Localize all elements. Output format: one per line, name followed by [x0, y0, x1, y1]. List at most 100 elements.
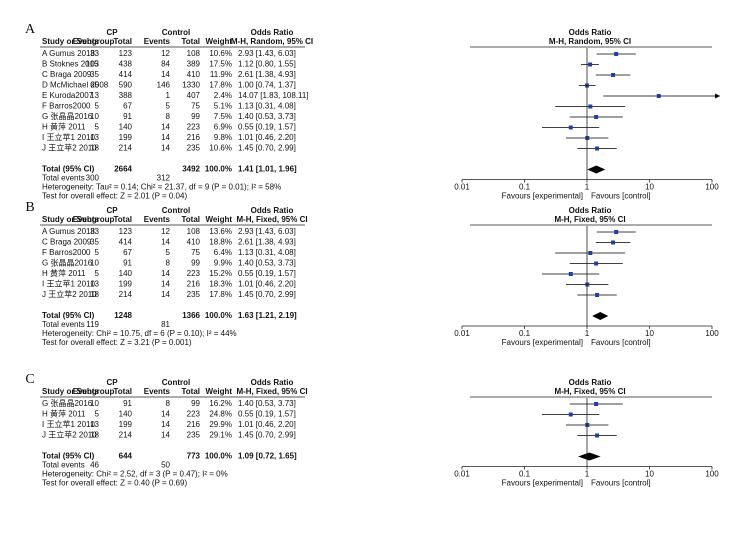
cell: 216: [187, 280, 201, 289]
cell: 14: [161, 269, 170, 278]
cell: 99: [191, 399, 200, 408]
cell: 119: [86, 320, 99, 329]
cell: 50: [161, 461, 170, 470]
estimate-square: [568, 412, 573, 417]
column-group: Odds Ratio: [251, 206, 294, 215]
total-diamond: [587, 165, 606, 174]
cell: 7.5%: [214, 112, 232, 121]
favours-label: Favours [control]: [591, 338, 651, 347]
study-name: G 张晶晶2016: [42, 112, 93, 121]
cell: 24.8%: [209, 410, 232, 419]
total-events-label: Total events: [42, 320, 85, 329]
total-cell: 100.0%: [205, 311, 232, 320]
cell: 14: [161, 238, 170, 247]
cell: 13.6%: [209, 227, 232, 236]
estimate-square: [568, 272, 573, 276]
ci-arrow: [715, 93, 720, 99]
study-name: H 黄萍 2011: [42, 122, 86, 132]
cell: 123: [119, 227, 133, 236]
column-group: Odds Ratio: [569, 28, 612, 37]
cell: 389: [187, 60, 201, 69]
overall-effect: Test for overall effect: Z = 3.21 (P = 0…: [42, 338, 192, 347]
cell: 10: [90, 399, 99, 408]
cell: 14: [161, 431, 170, 440]
cell: 1.00 [0.74, 1.37]: [238, 81, 296, 90]
cell: 1.40 [0.53, 3.73]: [238, 112, 296, 121]
favours-label: Favours [experimental]: [502, 338, 583, 347]
cell: 1.01 [0.46, 2.20]: [238, 133, 296, 142]
cell: 235: [187, 290, 201, 299]
panel-label: C: [25, 372, 34, 387]
cell: 35: [90, 238, 99, 247]
cell: 10.6%: [209, 144, 232, 153]
cell: 1.40 [0.53, 3.73]: [238, 399, 296, 408]
cell: 67: [123, 102, 132, 111]
cell: 65: [90, 81, 99, 90]
cell: 99: [191, 112, 200, 121]
estimate-square: [595, 293, 600, 297]
study-name: H 黄萍 2011: [42, 268, 86, 278]
estimate-square: [568, 125, 573, 130]
cell: 2.93 [1.43, 6.03]: [238, 49, 296, 58]
column-header: Total: [181, 215, 200, 224]
column-header: Events: [73, 387, 100, 396]
cell: 14: [161, 144, 170, 153]
x-tick-label: 0.1: [519, 329, 531, 338]
cell: 1.01 [0.46, 2.20]: [238, 280, 296, 289]
x-tick-label: 0.01: [454, 329, 470, 338]
cell: 1.45 [0.70, 2.99]: [238, 290, 296, 299]
study-name: H 黄萍 2011: [42, 409, 86, 419]
cell: 13: [90, 133, 99, 142]
cell: 6.9%: [214, 123, 232, 132]
heterogeneity: Heterogeneity: Chi² = 10.75, df = 6 (P =…: [42, 329, 237, 338]
cell: 1.45 [0.70, 2.99]: [238, 431, 296, 440]
cell: 18: [90, 144, 99, 153]
study-name: G 张晶晶2016: [42, 259, 93, 268]
column-group: Control: [162, 378, 190, 387]
cell: 1: [166, 91, 171, 100]
cell: 14: [161, 133, 170, 142]
cell: 216: [187, 133, 201, 142]
cell: 10: [90, 112, 99, 121]
total-diamond: [578, 452, 601, 461]
column-header: Weight: [205, 215, 232, 224]
cell: 410: [187, 238, 201, 247]
cell: 103: [86, 60, 100, 69]
cell: 14.07 [1.83, 108.11]: [238, 91, 309, 100]
x-tick-label: 0.1: [519, 183, 531, 192]
column-header: Study or Subgroup: [42, 215, 115, 224]
cell: 1.13 [0.31, 4.08]: [238, 248, 296, 257]
estimate-square: [594, 261, 599, 266]
cell: 108: [187, 227, 201, 236]
cell: 46: [90, 461, 99, 470]
cell: 8: [166, 259, 171, 268]
cell: 199: [119, 133, 133, 142]
cell: 5: [166, 102, 171, 111]
panel-label: A: [25, 22, 36, 37]
cell: 91: [123, 112, 132, 121]
total-cell: 2664: [114, 165, 132, 174]
cell: 6.4%: [214, 248, 232, 257]
study-name: J 王立苹2 2010: [42, 289, 97, 299]
x-tick-label: 100: [705, 329, 719, 338]
study-name: I 王立苹1 2010: [42, 132, 95, 142]
cell: 414: [119, 70, 133, 79]
cell: 18: [90, 431, 99, 440]
cell: 140: [119, 410, 133, 419]
heterogeneity: Heterogeneity: Chi² = 2.52, df = 3 (P = …: [42, 470, 228, 479]
cell: 29.1%: [209, 431, 232, 440]
column-group: Odds Ratio: [251, 378, 294, 387]
total-diamond: [592, 312, 609, 320]
cell: 14: [161, 70, 170, 79]
cell: 18.8%: [209, 238, 232, 247]
cell: 11.9%: [210, 70, 232, 79]
total-cell: 773: [187, 452, 201, 461]
cell: 14: [161, 410, 170, 419]
column-header: Total: [113, 215, 132, 224]
cell: 590: [119, 81, 133, 90]
cell: 9.9%: [214, 259, 232, 268]
cell: 140: [119, 269, 133, 278]
cell: 14: [161, 280, 170, 289]
cell: 75: [191, 102, 200, 111]
x-tick-label: 100: [705, 470, 719, 479]
